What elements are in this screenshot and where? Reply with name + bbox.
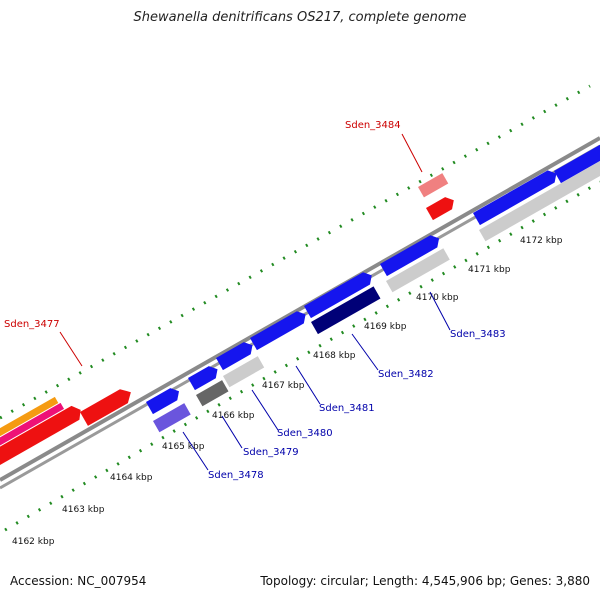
gene-sden-3484[interactable]: [426, 194, 457, 221]
gene-sden-3483-rev[interactable]: [386, 248, 450, 293]
gene-label-sden-3483[interactable]: Sden_3483: [450, 329, 506, 340]
scale-label: 4171 kbp: [468, 265, 511, 275]
accession-text: Accession: NC_007954: [10, 574, 147, 588]
gene-sden-3480-rev[interactable]: [223, 356, 265, 388]
gene-sden-3478-rev[interactable]: [153, 403, 191, 433]
gene-sden-3480[interactable]: [216, 339, 256, 371]
gene-sden-3485[interactable]: [473, 167, 560, 226]
gene-label-sden-3477[interactable]: Sden_3477: [4, 319, 60, 330]
outer-tick-row: [0, 84, 591, 420]
gene-sden-3485-rev[interactable]: [479, 155, 600, 242]
gene-orange[interactable]: [0, 396, 59, 468]
leader-line-sden-3484: [401, 133, 423, 173]
gene-sden-3479-rev[interactable]: [196, 380, 229, 407]
scale-label: 4168 kbp: [313, 351, 356, 361]
gene-sden-3483[interactable]: [380, 232, 443, 277]
scale-label: 4162 kbp: [12, 537, 55, 547]
scale-label: 4167 kbp: [262, 381, 305, 391]
scale-label: 4163 kbp: [62, 505, 105, 515]
gene-sden-3484-rev[interactable]: [418, 173, 449, 198]
scale-label: 4165 kbp: [162, 442, 205, 452]
scale-label: 4172 kbp: [520, 236, 563, 246]
leader-line-sden-3479: [221, 415, 243, 449]
gene-sden-3476[interactable]: [0, 403, 85, 490]
leader-line-sden-3480: [251, 389, 279, 431]
leader-line-sden-3477: [59, 331, 83, 367]
scale-label: 4170 kbp: [416, 293, 459, 303]
gene-label-sden-3479[interactable]: Sden_3479: [243, 447, 299, 458]
genome-backbone-outer: [0, 136, 600, 482]
gene-sden-3482-rev[interactable]: [311, 286, 381, 335]
gene-magenta[interactable]: [0, 402, 65, 475]
gene-label-sden-3482[interactable]: Sden_3482: [378, 369, 434, 380]
gene-label-sden-3484[interactable]: Sden_3484: [345, 120, 401, 131]
leader-line-sden-3482: [351, 333, 379, 371]
genome-summary-text: Topology: circular; Length: 4,545,906 bp…: [260, 574, 590, 588]
gene-label-sden-3478[interactable]: Sden_3478: [208, 470, 264, 481]
gene-sden-3478[interactable]: [146, 385, 182, 415]
gene-sden-3481[interactable]: [250, 308, 309, 351]
inner-tick-row: [4, 180, 600, 532]
scale-label: 4166 kbp: [212, 411, 255, 421]
gene-sden-3479[interactable]: [188, 363, 221, 391]
gene-label-sden-3481[interactable]: Sden_3481: [319, 403, 375, 414]
map-title: Shewanella denitrificans OS217, complete…: [133, 10, 467, 25]
leader-line-sden-3478: [182, 431, 209, 471]
gene-sden-3477[interactable]: [80, 385, 135, 426]
gene-sden-3482[interactable]: [304, 269, 375, 319]
gene-label-sden-3480[interactable]: Sden_3480: [277, 428, 333, 439]
leader-line-sden-3483: [429, 291, 451, 331]
leader-line-sden-3481: [295, 365, 321, 405]
scale-label: 4164 kbp: [110, 473, 153, 483]
scale-label: 4169 kbp: [364, 322, 407, 332]
